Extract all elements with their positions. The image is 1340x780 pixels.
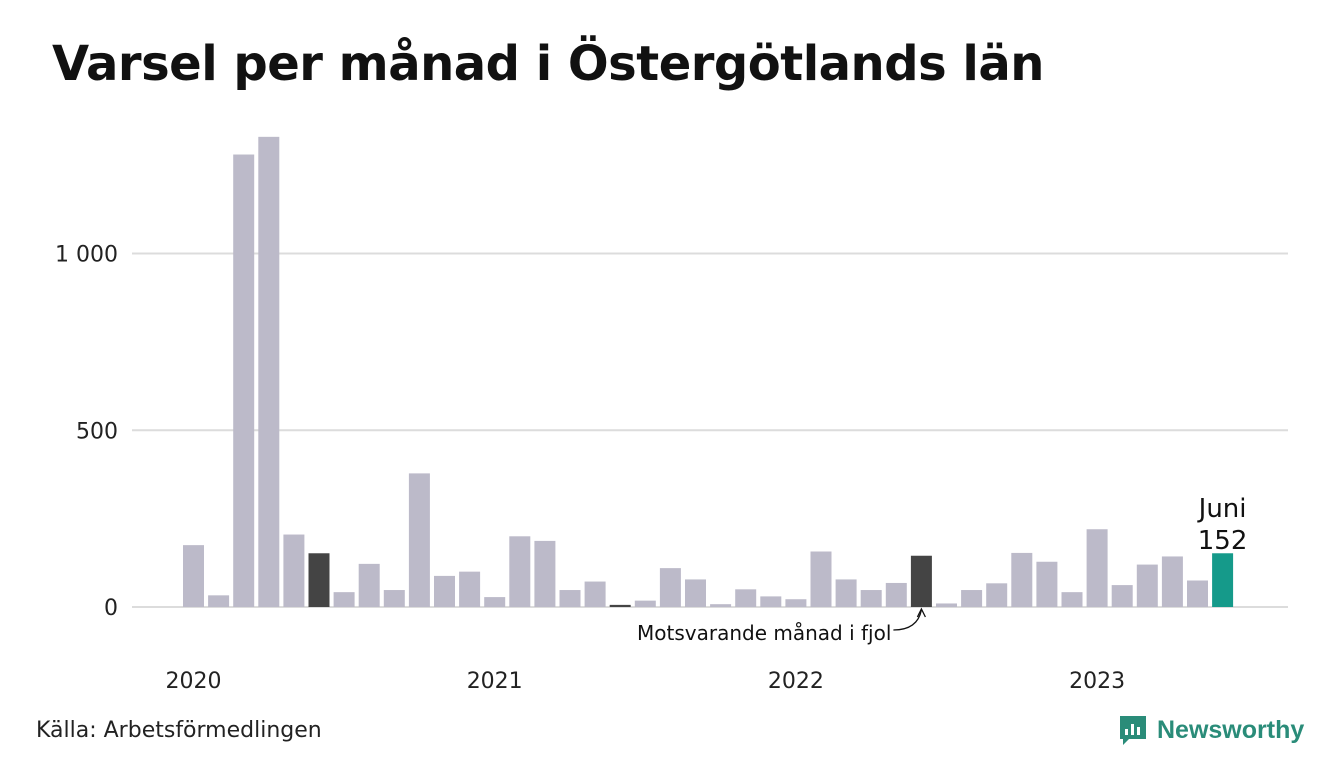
- annotation-label: Motsvarande månad i fjol: [637, 621, 891, 645]
- bar: [860, 590, 882, 607]
- bar: [559, 590, 581, 607]
- bar: [1136, 564, 1158, 607]
- bar: [785, 599, 807, 607]
- bar: [308, 553, 330, 607]
- highlight-month-label: Juni: [1197, 494, 1247, 524]
- bar: [1212, 553, 1234, 607]
- bar: [1061, 592, 1083, 607]
- bar: [434, 575, 455, 607]
- bar: [408, 473, 430, 607]
- y-tick-label: 1 000: [55, 243, 118, 268]
- bar: [233, 154, 255, 607]
- bar: [659, 568, 681, 607]
- chart-title: Varsel per månad i Östergötlands län: [52, 36, 1044, 92]
- bar: [1111, 585, 1133, 607]
- bar: [1036, 561, 1058, 607]
- bar: [634, 600, 656, 607]
- highlight-value-label: 152: [1198, 526, 1248, 556]
- bar: [685, 579, 706, 607]
- bar: [810, 551, 832, 607]
- x-axis-ticks: 2020 2021 2022 2023: [166, 669, 1126, 694]
- bar: [1086, 529, 1108, 607]
- newsworthy-logo-icon: [1120, 716, 1146, 745]
- bar: [258, 136, 280, 607]
- bar: [584, 581, 606, 607]
- bar: [885, 582, 907, 607]
- bar: [961, 590, 983, 607]
- x-tick-label: 2021: [467, 669, 523, 694]
- bar: [735, 589, 757, 607]
- bar: [1187, 580, 1208, 607]
- bar: [1011, 552, 1033, 607]
- bar: [459, 571, 481, 607]
- bar: [333, 592, 355, 607]
- bar: [183, 545, 204, 607]
- bar: [835, 579, 857, 607]
- x-tick-label: 2022: [768, 669, 824, 694]
- y-tick-label: 500: [76, 419, 118, 444]
- arrow-head-icon: [916, 607, 926, 618]
- bar: [710, 604, 732, 607]
- bars: [183, 136, 1234, 607]
- bar: [1161, 556, 1183, 607]
- x-tick-label: 2023: [1069, 669, 1125, 694]
- bar: [986, 583, 1008, 607]
- y-axis-ticks: 0 500 1 000: [55, 243, 118, 622]
- bar: [910, 555, 932, 607]
- bar: [283, 534, 305, 607]
- y-tick-label: 0: [104, 596, 118, 621]
- x-tick-label: 2020: [166, 669, 222, 694]
- bar: [484, 597, 506, 607]
- bar: [760, 596, 782, 607]
- bar: [936, 603, 957, 607]
- bar: [208, 595, 230, 607]
- source-note: Källa: Arbetsförmedlingen: [36, 718, 322, 743]
- bar: [383, 590, 405, 607]
- bar: [509, 536, 531, 607]
- bar: [358, 563, 380, 607]
- bar: [534, 540, 556, 607]
- brand-name: Newsworthy: [1157, 715, 1305, 744]
- bar-chart: 0 500 1 000 2020 2021 2022 2023 Motsvarande m…: [55, 136, 1288, 694]
- annotation-arrow: [893, 609, 923, 631]
- brand-logo[interactable]: Newsworthy: [1117, 712, 1304, 748]
- grid-lines: [132, 252, 1288, 608]
- bar: [609, 604, 631, 607]
